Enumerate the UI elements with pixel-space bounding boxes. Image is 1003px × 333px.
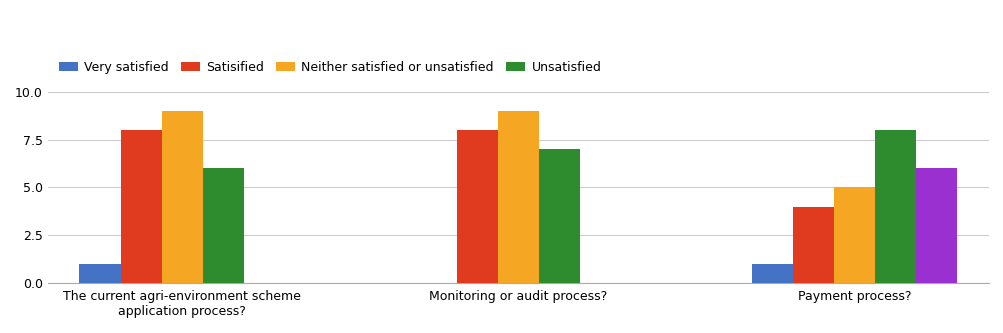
- Bar: [79, 264, 120, 283]
- Bar: [792, 206, 833, 283]
- Bar: [497, 111, 539, 283]
- Bar: [203, 168, 244, 283]
- Bar: [539, 149, 580, 283]
- Bar: [916, 168, 956, 283]
- Bar: [120, 130, 161, 283]
- Bar: [833, 187, 875, 283]
- Bar: [456, 130, 497, 283]
- Legend: Very satisfied, Satisified, Neither satisfied or unsatisfied, Unsatisfied: Very satisfied, Satisified, Neither sati…: [54, 56, 606, 79]
- Bar: [751, 264, 792, 283]
- Bar: [161, 111, 203, 283]
- Bar: [875, 130, 916, 283]
